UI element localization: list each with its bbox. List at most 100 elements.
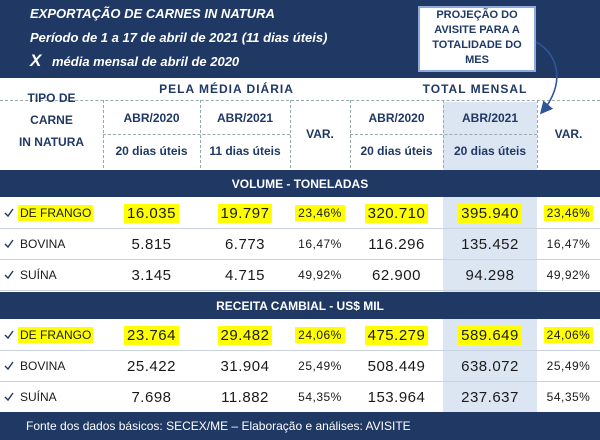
projection-column	[443, 102, 537, 412]
check-icon	[4, 392, 14, 402]
value: 638.072	[461, 357, 519, 375]
section-band: RECEITA CAMBIAL - US$ MIL	[0, 292, 600, 319]
value: 116.296	[368, 235, 425, 253]
column-header: ABR/2021	[216, 111, 274, 125]
column-header: ABR/2020	[123, 111, 180, 125]
cell: 49,92%	[290, 260, 350, 290]
value: 23,46%	[543, 205, 594, 221]
value: 153.964	[367, 388, 426, 406]
footer: Fonte dos dados básicos: SECEX/ME – Elab…	[0, 412, 600, 440]
cell: 638.072	[443, 351, 537, 381]
cell: 23,46%	[290, 198, 350, 228]
col-rule	[290, 100, 291, 168]
cell: 475.279	[350, 320, 443, 350]
callout-line: MES	[465, 54, 489, 66]
row-rule	[0, 350, 600, 351]
comparison-mark: X	[30, 51, 42, 70]
cell: 25,49%	[290, 351, 350, 381]
cell: 23,46%	[537, 198, 600, 228]
value: 237.637	[461, 388, 519, 406]
sub-rule	[103, 134, 290, 135]
cell: 23.764	[103, 320, 200, 350]
cell: 29.482	[200, 320, 290, 350]
callout-line: PROJEÇÃO DO	[436, 9, 518, 21]
row-label: BOVINA	[20, 237, 66, 251]
cell: 94.298	[443, 260, 537, 290]
check-icon	[4, 330, 14, 340]
value: 49,92%	[298, 268, 342, 282]
check-icon	[4, 361, 14, 371]
value: 54,35%	[298, 390, 342, 404]
comparison: média mensal de abril de 2020	[52, 54, 240, 69]
value: 23,46%	[295, 205, 345, 221]
value: 135.452	[461, 235, 519, 253]
row-rule	[0, 259, 600, 260]
group-total: TOTAL MENSAL	[422, 82, 528, 96]
group-daily: PELA MÉDIA DIÁRIA	[159, 82, 294, 96]
cell: 16,47%	[290, 229, 350, 259]
value: 5.815	[131, 235, 172, 253]
value: 54,35%	[546, 390, 591, 404]
value: 16,47%	[546, 237, 591, 251]
col-rule	[537, 100, 538, 168]
day-count: 20 dias úteis	[115, 144, 188, 158]
cell: 320.710	[350, 198, 443, 228]
cell: 135.452	[443, 229, 537, 259]
check-icon	[4, 208, 14, 218]
value: 320.710	[364, 203, 429, 223]
cell: 31.904	[200, 351, 290, 381]
cell: 237.637	[443, 382, 537, 412]
cell: 508.449	[350, 351, 443, 381]
cell: 116.296	[350, 229, 443, 259]
cell: 16.035	[103, 198, 200, 228]
cell: 49,92%	[537, 260, 600, 290]
value: 11.882	[221, 388, 269, 406]
value: 6.773	[224, 235, 266, 253]
cell: 11.882	[200, 382, 290, 412]
cell: 19.797	[200, 198, 290, 228]
cell: 7.698	[103, 382, 200, 412]
cell: 16,47%	[537, 229, 600, 259]
type-label: IN NATURA	[18, 135, 85, 149]
value: 508.449	[367, 357, 426, 375]
cell: 5.815	[103, 229, 200, 259]
period: Período de 1 a 17 de abril de 2021 (11 d…	[30, 30, 328, 45]
sub-rule	[350, 134, 537, 135]
value: 25,49%	[298, 359, 342, 373]
cell: 3.145	[103, 260, 200, 290]
value: 16.035	[124, 203, 179, 223]
type-label: CARNE	[30, 113, 73, 127]
column-header: VAR.	[554, 127, 583, 141]
cell: 4.715	[200, 260, 290, 290]
value: 16,47%	[298, 237, 342, 251]
value: 589.649	[458, 325, 522, 345]
value: 24,06%	[543, 327, 594, 343]
day-count: 20 dias úteis	[360, 144, 433, 158]
callout-line: TOTALIDADE DO	[432, 39, 522, 51]
section-band: VOLUME - TONELADAS	[0, 170, 600, 197]
row-rule	[0, 381, 600, 382]
check-icon	[4, 239, 14, 249]
column-header: ABR/2020	[368, 111, 425, 125]
cell: 62.900	[350, 260, 443, 290]
column-header: VAR.	[306, 127, 334, 141]
value: 31.904	[220, 357, 270, 375]
cell: 395.940	[443, 198, 537, 228]
value: 49,92%	[546, 268, 591, 282]
row-label: BOVINA	[20, 359, 66, 373]
column-header: ABR/2021	[461, 111, 519, 125]
value: 4.715	[224, 266, 266, 284]
value: 395.940	[458, 203, 522, 223]
type-label: TIPO DE	[27, 91, 76, 105]
value: 23.764	[124, 325, 179, 345]
value: 475.279	[364, 325, 429, 345]
value: 3.145	[131, 266, 172, 284]
value: 25.422	[127, 357, 176, 375]
cell: 54,35%	[537, 382, 600, 412]
row-label: DE FRANGO	[18, 327, 94, 343]
cell: 25,49%	[537, 351, 600, 381]
cell: 24,06%	[537, 320, 600, 350]
row-label: SUÍNA	[20, 390, 57, 404]
cell: 25.422	[103, 351, 200, 381]
